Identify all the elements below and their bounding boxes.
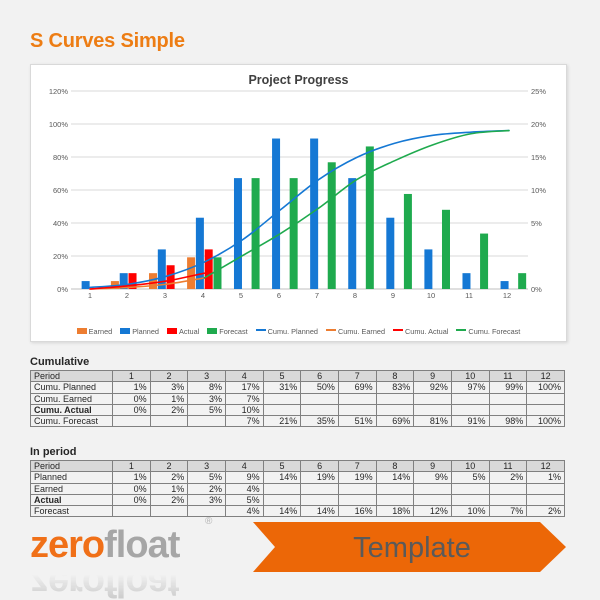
svg-text:12: 12 [503,291,511,300]
svg-text:25%: 25% [531,87,546,96]
svg-text:5: 5 [239,291,243,300]
svg-text:120%: 120% [49,87,69,96]
svg-text:1: 1 [88,291,92,300]
svg-text:8: 8 [353,291,357,300]
svg-text:60%: 60% [53,186,68,195]
svg-text:0%: 0% [531,285,542,294]
svg-text:9: 9 [391,291,395,300]
svg-text:80%: 80% [53,153,68,162]
svg-text:2: 2 [125,291,129,300]
svg-text:10%: 10% [531,186,546,195]
svg-text:20%: 20% [53,252,68,261]
svg-text:10: 10 [427,291,435,300]
svg-text:40%: 40% [53,219,68,228]
svg-text:3: 3 [163,291,167,300]
svg-text:0%: 0% [57,285,68,294]
svg-text:20%: 20% [531,120,546,129]
svg-text:7: 7 [315,291,319,300]
svg-text:Template: Template [353,532,471,564]
svg-text:6: 6 [277,291,281,300]
svg-text:11: 11 [465,291,473,300]
svg-text:15%: 15% [531,153,546,162]
svg-text:5%: 5% [531,219,542,228]
svg-text:100%: 100% [49,120,69,129]
svg-text:4: 4 [201,291,205,300]
